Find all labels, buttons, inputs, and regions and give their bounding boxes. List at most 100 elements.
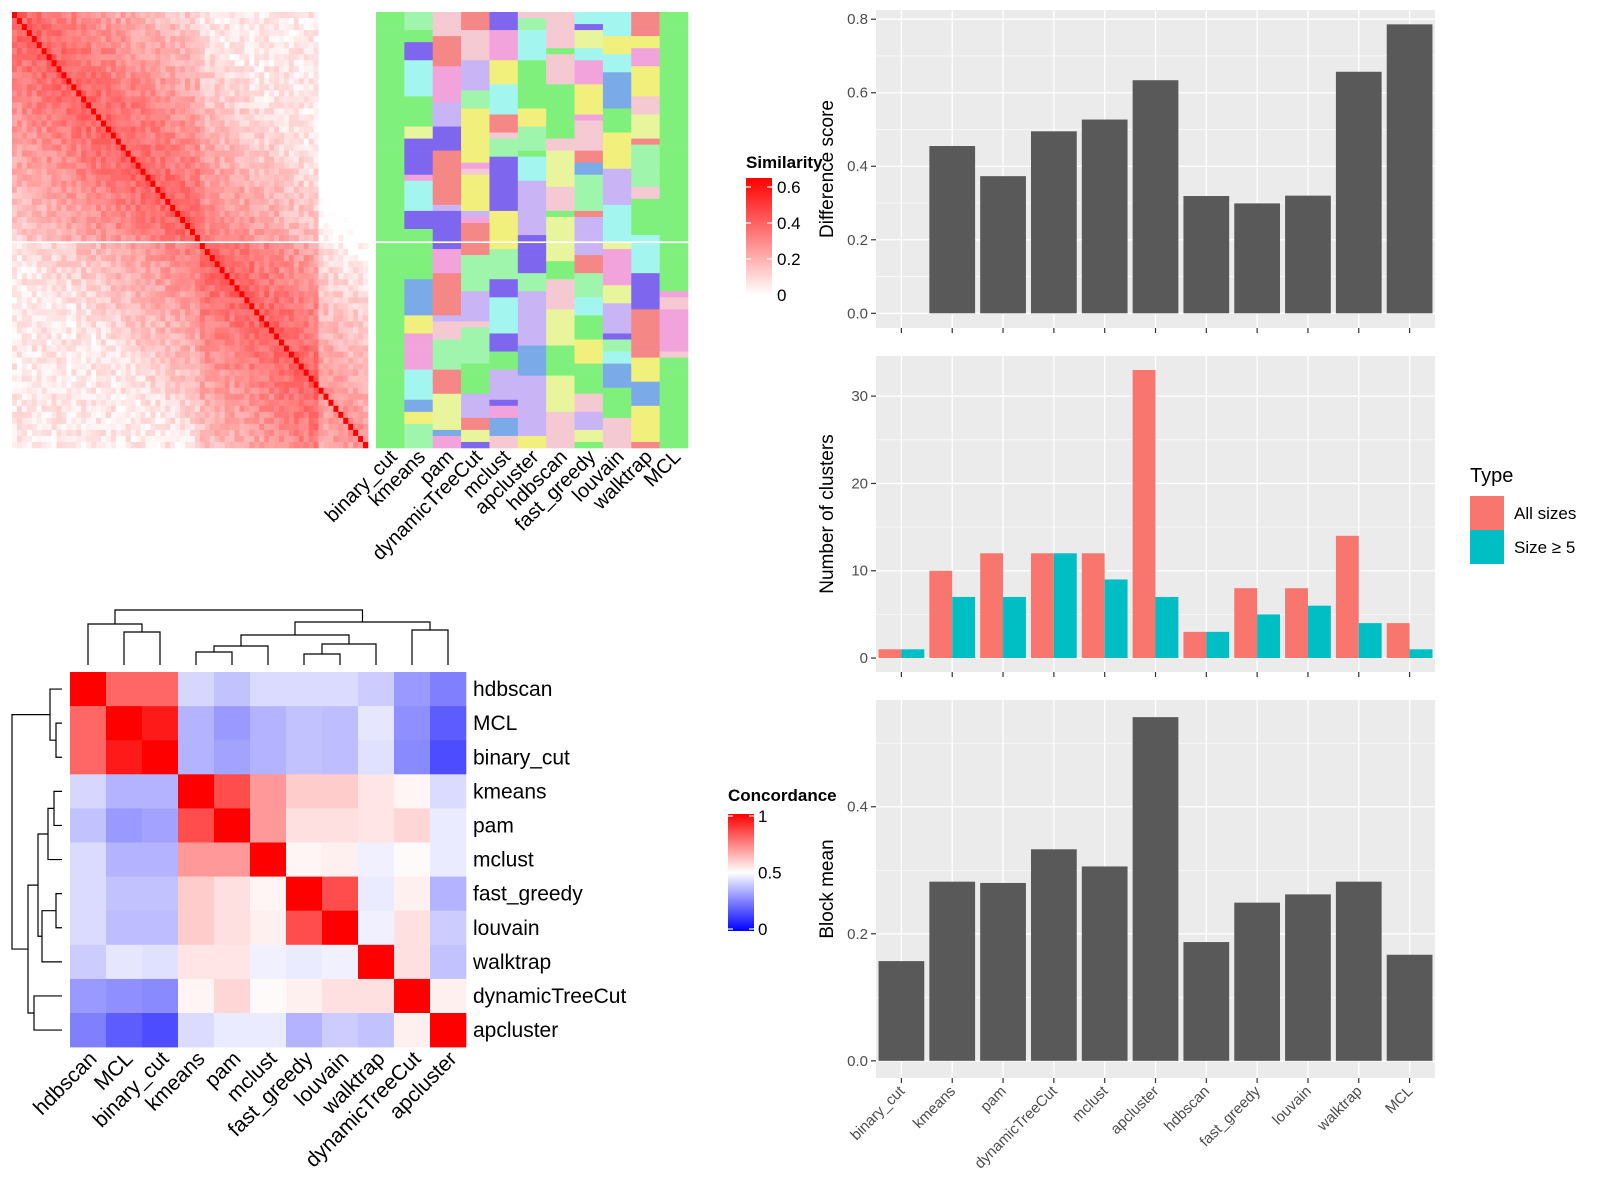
similarity-cell xyxy=(234,102,240,109)
similarity-cell xyxy=(288,243,295,250)
similarity-cell xyxy=(46,291,52,298)
similarity-cell xyxy=(76,405,82,413)
similarity-cell xyxy=(120,399,127,407)
similarity-cell xyxy=(279,235,285,242)
similarity-cell xyxy=(105,198,112,206)
similarity-cell xyxy=(26,126,33,133)
similarity-cell xyxy=(41,405,47,413)
similarity-cell xyxy=(283,108,290,115)
similarity-cell xyxy=(264,303,270,310)
similarity-cell xyxy=(343,381,349,389)
similarity-cell xyxy=(308,42,314,49)
similarity-cell xyxy=(318,174,324,182)
similarity-cell xyxy=(140,216,146,224)
similarity-cell xyxy=(259,309,265,316)
similarity-cell xyxy=(160,411,166,419)
similarity-cell xyxy=(66,60,72,67)
similarity-cell xyxy=(115,417,122,425)
similarity-cell xyxy=(150,229,156,236)
similarity-cell xyxy=(125,369,131,376)
similarity-cell xyxy=(353,156,359,163)
similarity-cell xyxy=(165,235,171,242)
similarity-cell xyxy=(239,411,245,419)
similarity-cell xyxy=(199,315,206,322)
similarity-cell xyxy=(26,168,33,176)
similarity-cell xyxy=(51,279,57,286)
similarity-cell xyxy=(115,114,122,121)
similarity-cell xyxy=(86,351,92,358)
similarity-cell xyxy=(209,174,216,182)
similarity-cell xyxy=(150,132,156,139)
similarity-cell xyxy=(51,126,57,133)
similarity-cell xyxy=(254,285,260,292)
similarity-cell xyxy=(229,24,235,31)
similarity-cell xyxy=(249,78,255,85)
similarity-cell xyxy=(343,66,349,73)
similarity-cell xyxy=(363,156,369,163)
similarity-cell xyxy=(313,30,319,37)
similarity-cell xyxy=(298,423,305,431)
similarity-cell xyxy=(76,387,82,395)
similarity-cell xyxy=(199,321,206,328)
similarity-cell xyxy=(239,235,245,242)
similarity-cell xyxy=(214,204,220,212)
similarity-cell xyxy=(358,327,364,334)
similarity-cell xyxy=(140,36,146,43)
similarity-cell xyxy=(308,345,314,352)
similarity-cell xyxy=(16,399,23,407)
similarity-cell xyxy=(244,243,250,250)
similarity-cell xyxy=(363,198,369,206)
similarity-cell xyxy=(130,144,136,151)
similarity-cell xyxy=(135,96,141,103)
similarity-cell xyxy=(318,162,324,170)
similarity-cell xyxy=(180,12,186,19)
similarity-cell xyxy=(288,120,295,127)
similarity-cell xyxy=(353,24,359,31)
similarity-cell xyxy=(333,261,339,268)
similarity-cell xyxy=(56,363,62,370)
similarity-cell xyxy=(46,24,52,31)
similarity-cell xyxy=(308,198,314,206)
similarity-cell xyxy=(21,24,28,31)
similarity-cell xyxy=(56,132,62,139)
similarity-cell xyxy=(214,315,220,322)
similarity-cell xyxy=(318,243,324,250)
similarity-cell xyxy=(353,216,359,224)
similarity-cell xyxy=(214,90,220,97)
similarity-cell xyxy=(293,84,300,91)
similarity-cell xyxy=(358,417,364,425)
similarity-cell xyxy=(353,357,359,364)
similarity-cell xyxy=(101,180,107,188)
similarity-cell xyxy=(264,78,270,85)
similarity-cell xyxy=(328,309,334,316)
similarity-cell xyxy=(56,54,62,61)
similarity-cell xyxy=(254,327,260,334)
similarity-cell xyxy=(91,138,97,145)
similarity-cell xyxy=(110,375,117,382)
similarity-cell xyxy=(363,229,369,236)
similarity-cell xyxy=(358,387,364,395)
similarity-cell xyxy=(328,229,334,236)
similarity-cell xyxy=(313,198,319,206)
similarity-cell xyxy=(190,84,196,91)
similarity-cell xyxy=(283,54,290,61)
similarity-cell xyxy=(239,393,245,401)
similarity-cell xyxy=(21,309,28,316)
similarity-cell xyxy=(150,162,156,170)
similarity-cell xyxy=(283,333,290,340)
similarity-cell xyxy=(204,279,211,286)
similarity-cell xyxy=(303,297,309,304)
similarity-cell xyxy=(219,279,225,286)
similarity-cell xyxy=(199,249,206,256)
similarity-cell xyxy=(244,60,250,67)
similarity-cell xyxy=(333,321,339,328)
similarity-cell xyxy=(338,291,344,298)
similarity-cell xyxy=(229,36,235,43)
similarity-cell xyxy=(313,255,319,262)
similarity-cell xyxy=(120,84,127,91)
similarity-cell xyxy=(229,405,235,413)
similarity-cell xyxy=(96,339,102,346)
similarity-cell xyxy=(254,18,260,25)
similarity-cell xyxy=(348,66,354,73)
similarity-cell xyxy=(190,198,196,206)
